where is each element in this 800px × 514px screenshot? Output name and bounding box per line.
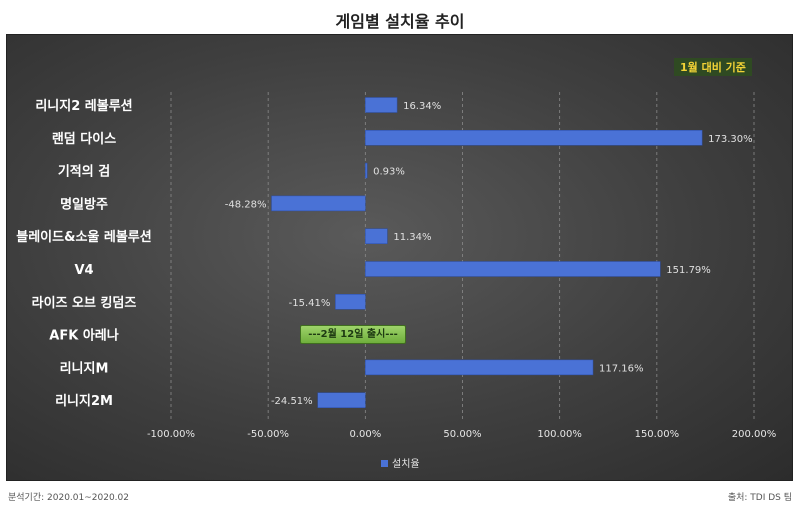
- category-label: V4: [74, 263, 93, 278]
- legend: 설치율: [381, 458, 420, 470]
- x-tick-label: -100.00%: [147, 429, 195, 440]
- data-label: 173.30%: [708, 134, 753, 145]
- data-label: -48.28%: [225, 199, 267, 210]
- analysis-period: 분석기간: 2020.01~2020.02: [8, 493, 129, 503]
- bar: [271, 195, 366, 212]
- data-label: 16.34%: [403, 101, 441, 112]
- chart-panel: [6, 34, 793, 481]
- category-label: 리니지M: [60, 360, 109, 376]
- x-tick-label: 0.00%: [349, 429, 381, 440]
- x-tick-labels: -100.00% -50.00% 0.00% 50.00% 100.00% 150.00%…: [147, 429, 776, 440]
- data-label: -15.41%: [289, 298, 331, 309]
- bar: [365, 228, 388, 244]
- bar: [365, 261, 661, 277]
- legend-swatch: [381, 460, 388, 467]
- x-tick-label: -50.00%: [247, 429, 289, 440]
- bar: [365, 359, 594, 376]
- bar: [365, 130, 703, 146]
- category-label: 명일방주: [60, 196, 108, 212]
- data-label: 151.79%: [666, 265, 711, 276]
- baseline-note: 1월 대비 기준: [674, 58, 752, 76]
- chart-title: 게임별 설치율 추이: [335, 12, 465, 31]
- release-annotation: ---2월 12일 출시---: [300, 325, 406, 344]
- category-label: 리니지2 레볼루션: [35, 98, 132, 114]
- data-label: 11.34%: [393, 232, 431, 243]
- source-credit: 출처: TDI DS 팀: [727, 493, 792, 503]
- x-tick-label: 100.00%: [537, 429, 582, 440]
- bars-group: [271, 97, 703, 408]
- legend-label: 설치율: [392, 458, 420, 470]
- gridlines: [170, 92, 755, 420]
- x-tick-label: 50.00%: [443, 429, 481, 440]
- bar: [365, 162, 368, 179]
- x-tick-label: 150.00%: [635, 429, 680, 440]
- category-label: 블레이드&소울 레볼루션: [16, 229, 151, 245]
- category-label: 기적의 검: [58, 164, 110, 180]
- data-label: 117.16%: [599, 363, 644, 374]
- data-labels: 16.34% 173.30% 0.93% -48.28% 11.34% 151.79% -1…: [225, 101, 753, 407]
- bar: [365, 97, 398, 113]
- data-label: 0.93%: [373, 167, 405, 178]
- category-label: 라이즈 오브 킹덤즈: [32, 295, 137, 311]
- data-label: -24.51%: [271, 396, 313, 407]
- bar: [335, 294, 366, 310]
- x-tick-label: 200.00%: [732, 429, 777, 440]
- category-label: AFK 아레나: [49, 328, 118, 344]
- category-label: 리니지2M: [55, 393, 113, 409]
- category-label: 랜덤 다이스: [52, 131, 116, 147]
- bar: [317, 392, 366, 408]
